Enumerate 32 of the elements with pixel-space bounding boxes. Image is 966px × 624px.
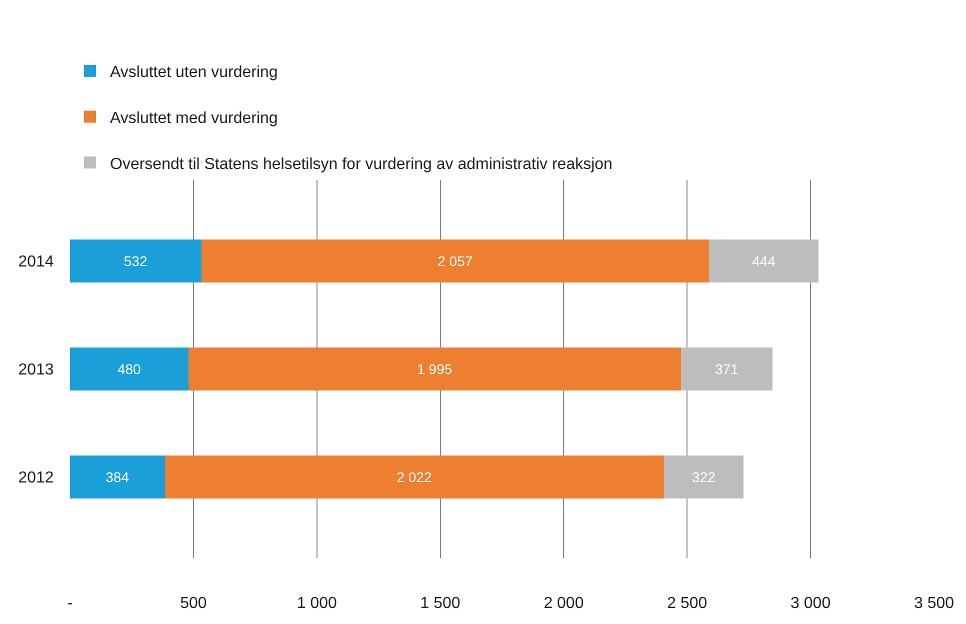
x-tick-label: 3 500 (914, 595, 954, 612)
data-label: 2 057 (438, 253, 473, 269)
bar (680, 347, 773, 391)
legend-label: Oversendt til Statens helsetilsyn for vurdering av administrativ reaksjon (110, 156, 612, 173)
y-tick-label: 2014 (18, 254, 54, 271)
x-tick-label: 3 000 (790, 595, 831, 612)
data-label: 2 022 (396, 469, 432, 485)
data-label: 1 995 (417, 361, 452, 377)
x-tick-label: 500 (180, 595, 207, 612)
bar (70, 347, 188, 391)
data-label: 532 (124, 253, 148, 269)
data-label: 322 (692, 469, 716, 485)
x-tick-label: 1 000 (296, 595, 337, 612)
data-label: 384 (106, 469, 130, 485)
bar (188, 347, 681, 391)
x-tick-label: 1 500 (420, 595, 460, 612)
x-tick-label: - (67, 595, 73, 612)
bar (201, 239, 710, 283)
x-tick-label: 2 000 (544, 595, 584, 612)
bar (164, 455, 664, 499)
data-label: 480 (117, 361, 142, 377)
bar (70, 455, 165, 499)
legend-label: Avsluttet uten vurdering (110, 64, 278, 82)
data-label: 444 (752, 253, 776, 269)
y-tick-label: 2013 (18, 362, 54, 379)
bar (664, 455, 744, 499)
bar (70, 239, 202, 283)
y-tick-label: 2012 (18, 470, 54, 487)
data-label: 371 (714, 361, 739, 377)
bar (709, 239, 819, 283)
legend-label: Avsluttet med vurdering (110, 110, 278, 127)
x-tick-label: 2 500 (667, 595, 708, 612)
